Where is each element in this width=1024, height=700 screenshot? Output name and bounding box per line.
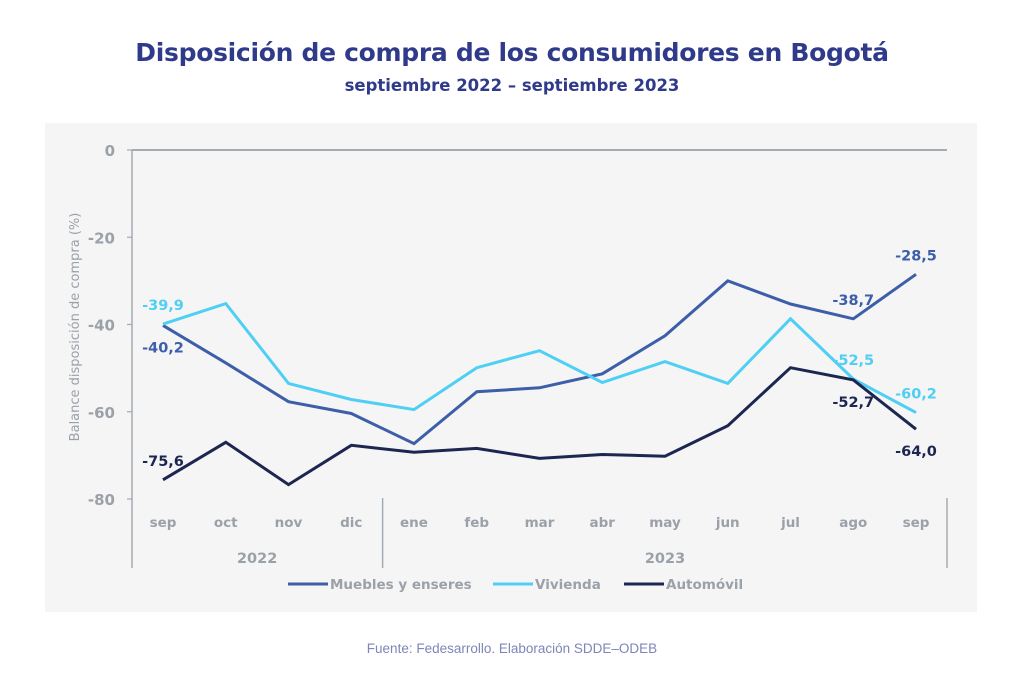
chart-panel <box>45 123 977 612</box>
y-tick-label: -60 <box>88 404 115 422</box>
x-tick-label: jul <box>780 515 800 531</box>
x-tick-label: mar <box>525 515 555 531</box>
data-label: -52,5 <box>832 353 874 369</box>
data-labels: -40,2 -38,7 -28,5 -39,9 -52,5 -60,2 -75,6 -52,7… <box>142 248 937 469</box>
legend-label: Vivienda <box>535 577 601 593</box>
data-label: -38,7 <box>832 293 874 309</box>
x-tick-label: sep <box>903 515 930 531</box>
x-tick-label: may <box>649 515 681 531</box>
x-tick-label: jun <box>715 515 740 531</box>
series-line-2 <box>162 366 917 487</box>
x-tick-label: nov <box>275 515 303 531</box>
x-tick-label: abr <box>590 515 616 531</box>
data-label: -28,5 <box>895 248 937 264</box>
y-tick-label: -40 <box>88 317 115 335</box>
axes: 0 -20 -40 -60 -80 sep oct nov dic ene feb mar abr may… <box>88 142 948 568</box>
x-tick-label: oct <box>214 515 238 531</box>
x-tick-label: dic <box>340 515 362 531</box>
year-group-label: 2022 <box>237 551 277 567</box>
y-tick-label: -80 <box>88 491 115 509</box>
data-label: -75,6 <box>142 454 184 470</box>
series-lines <box>162 273 917 487</box>
data-label: -40,2 <box>142 340 184 356</box>
legend-label: Muebles y enseres <box>330 577 472 593</box>
y-tick-label: -20 <box>88 229 115 247</box>
y-axis-label: Balance disposición de compra (%) <box>68 213 83 442</box>
data-label: -52,7 <box>832 395 874 411</box>
source-note: Fuente: Fedesarrollo. Elaboración SDDE–O… <box>366 641 658 656</box>
legend-label: Automóvil <box>666 577 743 593</box>
legend: Muebles y enseres Vivienda Automóvil <box>288 577 743 593</box>
series-line-0 <box>162 273 917 446</box>
x-tick-label: feb <box>464 515 489 531</box>
chart-subtitle: septiembre 2022 – septiembre 2023 <box>344 76 680 95</box>
data-label: -64,0 <box>895 444 937 460</box>
x-tick-label: ene <box>400 515 428 531</box>
chart-title: Disposición de compra de los consumidore… <box>135 38 889 67</box>
series-line-1 <box>162 301 917 414</box>
year-group-label: 2023 <box>645 551 685 567</box>
data-label: -60,2 <box>895 387 937 403</box>
x-tick-label: ago <box>839 515 867 531</box>
y-tick-label: 0 <box>105 142 115 160</box>
data-label: -39,9 <box>142 298 184 314</box>
x-tick-label: sep <box>150 515 177 531</box>
